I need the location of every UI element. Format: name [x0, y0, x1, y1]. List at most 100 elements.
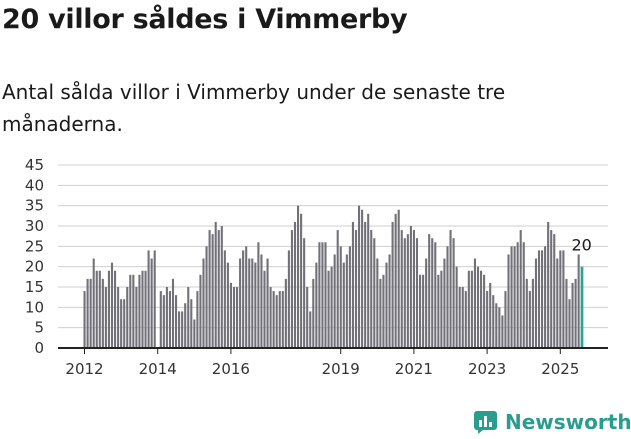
gridlines — [58, 164, 608, 329]
bar — [226, 262, 229, 348]
bar — [242, 250, 245, 348]
y-tick-label: 10 — [25, 298, 44, 316]
bar — [385, 262, 388, 348]
bar — [150, 258, 153, 348]
bar — [223, 250, 226, 348]
bar — [138, 274, 141, 348]
bar — [498, 307, 501, 348]
y-tick-label: 0 — [34, 339, 44, 357]
bar — [537, 250, 541, 348]
bar — [409, 226, 412, 348]
bar — [333, 254, 336, 348]
x-tick-label: 2019 — [322, 360, 360, 378]
bar — [525, 278, 528, 348]
bar — [141, 270, 144, 348]
bar — [266, 258, 269, 348]
bar — [214, 221, 217, 348]
bar — [522, 242, 525, 348]
y-tick-label: 45 — [25, 156, 44, 174]
bar — [123, 299, 126, 348]
bar — [492, 295, 495, 348]
bar — [98, 270, 101, 348]
bar — [120, 299, 123, 348]
bar — [394, 213, 397, 348]
bar — [217, 230, 220, 348]
bar — [571, 282, 574, 348]
bar — [541, 250, 544, 348]
bar — [370, 230, 373, 348]
x-tick-label: 2016 — [212, 360, 250, 378]
bar — [553, 234, 556, 348]
y-tick-label: 5 — [34, 319, 44, 337]
bar — [309, 311, 312, 348]
x-tick-label: 2023 — [468, 360, 506, 378]
bar — [110, 262, 114, 348]
bar — [284, 278, 287, 348]
bar — [202, 258, 205, 348]
bar — [208, 230, 211, 348]
bar — [559, 250, 562, 348]
bar — [135, 287, 138, 348]
bar — [547, 221, 550, 348]
bar — [290, 230, 293, 348]
bar — [501, 315, 504, 348]
bar — [229, 282, 232, 348]
bar — [495, 303, 498, 348]
bar — [147, 250, 150, 348]
bar — [327, 270, 330, 348]
bar — [437, 274, 440, 348]
bar — [281, 291, 284, 348]
bar — [300, 213, 303, 348]
bar — [278, 291, 281, 348]
y-tick-label: 40 — [25, 176, 44, 194]
y-tick-label: 20 — [25, 258, 44, 276]
bar — [510, 246, 513, 348]
bar — [425, 258, 428, 348]
bar — [187, 287, 190, 348]
bar — [114, 270, 117, 348]
x-tick-label: 2025 — [541, 360, 579, 378]
y-tick-label: 25 — [25, 237, 44, 255]
bar — [489, 282, 492, 348]
highlight-bar — [580, 266, 584, 348]
bar — [422, 274, 425, 348]
chart-title: 20 villor såldes i Vimmerby — [2, 4, 408, 35]
bar — [89, 278, 92, 348]
bar — [483, 274, 486, 348]
bar — [144, 270, 147, 348]
bar — [507, 254, 510, 348]
bar — [412, 230, 415, 348]
bar — [297, 205, 300, 348]
bar — [388, 254, 391, 348]
bar — [184, 303, 187, 348]
bar — [534, 258, 537, 348]
bar — [519, 230, 522, 348]
bar — [86, 278, 89, 348]
bar — [293, 221, 297, 348]
last-bar-value-label: 20 — [571, 236, 591, 255]
bar — [196, 291, 199, 348]
newsworthy-brand[interactable]: Newsworthy — [474, 406, 631, 438]
bar — [364, 221, 367, 348]
x-tick-label: 2014 — [139, 360, 177, 378]
bar — [358, 205, 361, 348]
bar — [165, 287, 168, 348]
bar — [315, 262, 318, 348]
bar — [168, 291, 171, 348]
bar — [132, 274, 135, 348]
bar — [193, 319, 196, 348]
bar — [486, 291, 489, 348]
bar — [361, 209, 364, 348]
bar — [236, 287, 239, 348]
bar — [431, 238, 434, 348]
bar — [272, 291, 275, 348]
bar — [531, 278, 534, 348]
bar — [162, 295, 165, 348]
chart-subtitle: Antal sålda villor i Vimmerby under de s… — [2, 80, 506, 136]
bar — [376, 258, 379, 348]
bar — [181, 311, 184, 348]
x-tick-label: 2021 — [395, 360, 433, 378]
bar — [382, 274, 385, 348]
bar — [516, 242, 519, 348]
bar — [550, 230, 553, 348]
